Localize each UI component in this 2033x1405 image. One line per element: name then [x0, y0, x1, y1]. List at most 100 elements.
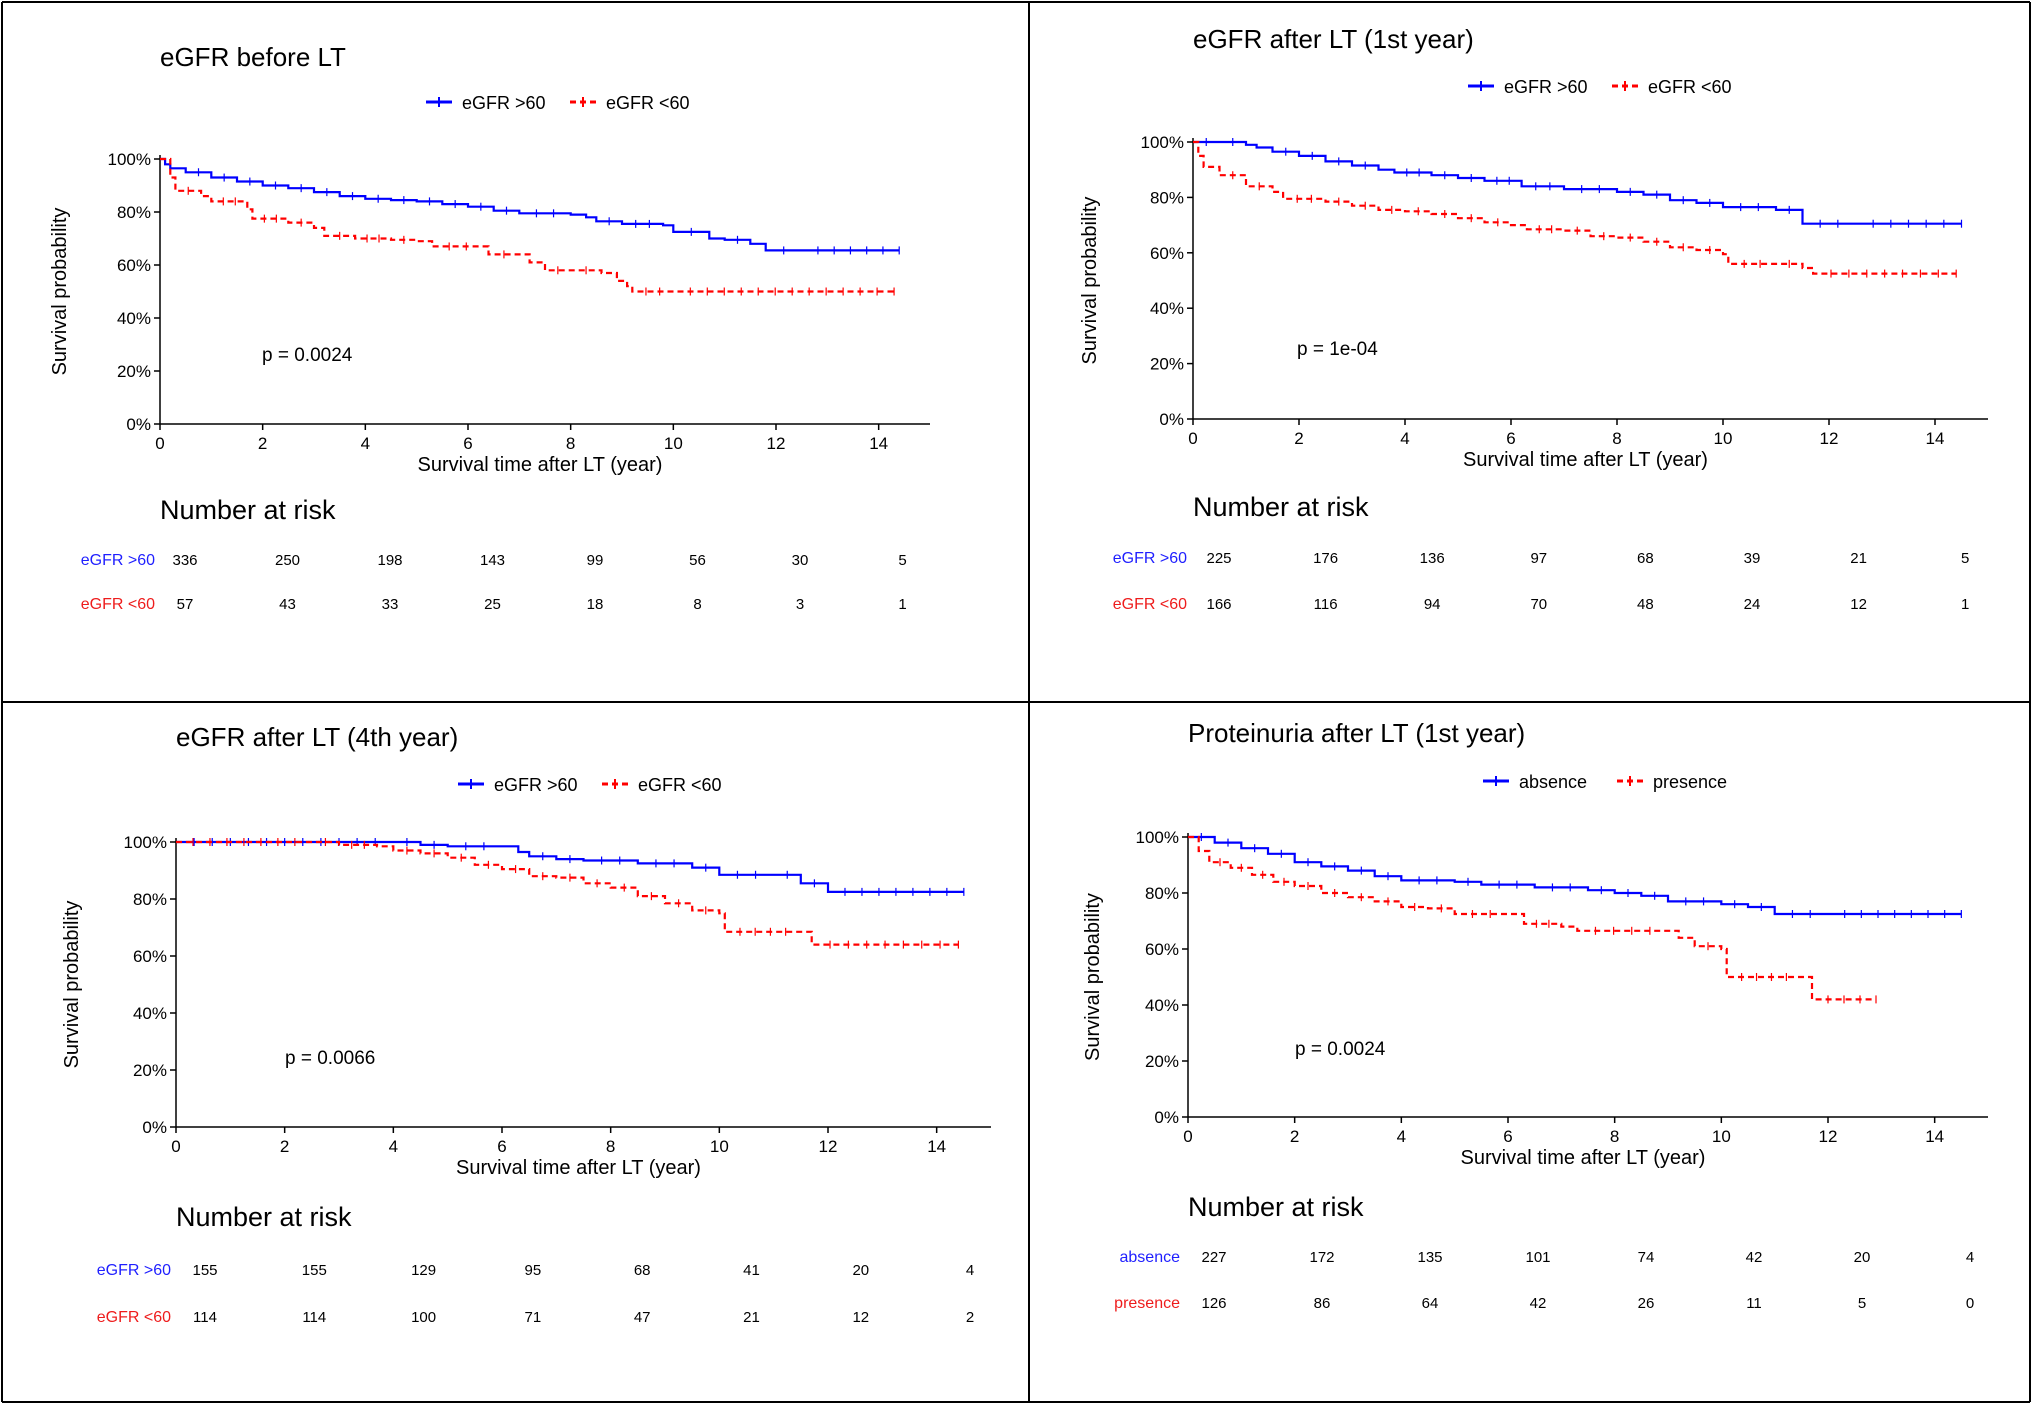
legend: absence presence [1483, 772, 1727, 792]
x-tick-label: 8 [606, 1137, 615, 1156]
risk-table: Number at risk eGFR >60 155 155 129 95 68 41 20 4… [97, 1202, 975, 1326]
risk-count: 8 [693, 596, 701, 613]
legend-label-1: absence [1519, 772, 1587, 792]
risk-count: 5 [898, 552, 906, 569]
risk-table-title: Number at risk [160, 495, 336, 525]
risk-row-label-1: absence [1120, 1249, 1181, 1266]
x-tick-label: 10 [710, 1137, 729, 1156]
risk-count: 86 [1314, 1295, 1331, 1312]
risk-count: 227 [1201, 1249, 1226, 1266]
x-tick-label: 6 [497, 1137, 506, 1156]
x-tick-label: 12 [819, 1137, 838, 1156]
x-tick-label: 0 [1188, 429, 1197, 448]
series-2 [1188, 835, 1877, 1004]
y-tick-label: 80% [133, 890, 167, 909]
survival-curve-1 [176, 840, 964, 893]
series-2 [160, 157, 895, 296]
axes: 0% 20% 40% 60% 80% 100% 0 2 4 6 8 10 12 14 [124, 833, 991, 1156]
y-tick-label: 100% [124, 833, 167, 852]
x-tick-label: 2 [280, 1137, 289, 1156]
risk-row-label-2: eGFR <60 [1113, 596, 1187, 613]
risk-count: 114 [302, 1309, 326, 1326]
y-axis-label: Survival probability [1082, 893, 1104, 1061]
risk-count: 95 [525, 1262, 542, 1279]
risk-count: 18 [587, 596, 604, 613]
risk-count: 336 [172, 552, 197, 569]
y-tick-label: 20% [133, 1061, 167, 1080]
risk-count: 166 [1206, 596, 1231, 613]
risk-count: 176 [1313, 550, 1338, 567]
risk-count: 155 [192, 1262, 217, 1279]
risk-count: 20 [1854, 1249, 1871, 1266]
risk-count: 68 [1637, 550, 1654, 567]
risk-count: 11 [1746, 1295, 1762, 1312]
risk-count: 97 [1530, 550, 1547, 567]
risk-row-label-2: presence [1114, 1295, 1180, 1312]
chart-title: eGFR after LT (1st year) [1193, 24, 1474, 54]
risk-count: 126 [1201, 1295, 1226, 1312]
risk-count: 21 [1850, 550, 1867, 567]
risk-count: 3 [796, 596, 804, 613]
p-value-label: p = 0.0024 [262, 345, 353, 366]
risk-count: 48 [1637, 596, 1654, 613]
x-axis-label: Survival time after LT (year) [418, 454, 663, 476]
p-value-label: p = 0.0024 [1295, 1039, 1386, 1060]
risk-count: 172 [1309, 1249, 1334, 1266]
risk-table: Number at risk absence 227 172 135 101 74 42 20 4… [1114, 1192, 1974, 1312]
x-tick-label: 10 [664, 434, 683, 453]
risk-count: 136 [1420, 550, 1445, 567]
risk-count: 116 [1314, 596, 1338, 613]
axes: 0% 20% 40% 60% 80% 100% 0 2 4 6 8 10 12 14 [1136, 828, 1988, 1146]
axes: 0% 20% 40% 60% 80% 100% 0 2 4 6 8 10 12 14 [1141, 133, 1988, 448]
survival-curve-1 [160, 157, 900, 252]
risk-count: 5 [1858, 1295, 1866, 1312]
axes: 0% 20% 40% 60% 80% 100% 0 2 4 6 8 10 12 14 [108, 150, 930, 453]
risk-count: 100 [411, 1309, 436, 1326]
risk-count: 114 [193, 1309, 217, 1326]
risk-count: 250 [275, 552, 300, 569]
x-tick-label: 4 [1400, 429, 1409, 448]
risk-row-label-1: eGFR >60 [1113, 550, 1187, 567]
survival-curve-2 [1188, 835, 1876, 1001]
km-panel-4: Proteinuria after LT (1st year) absence pr… [1082, 718, 1988, 1312]
x-tick-label: 8 [566, 434, 575, 453]
risk-count: 41 [743, 1262, 760, 1279]
y-tick-label: 20% [117, 362, 151, 381]
y-tick-label: 40% [117, 309, 151, 328]
y-tick-label: 60% [117, 256, 151, 275]
series-1 [176, 838, 965, 896]
risk-row-label-1: eGFR >60 [97, 1262, 171, 1279]
km-panel-1: eGFR before LT eGFR >60 eGFR <60 0% 20% 40% 60… [49, 42, 930, 613]
legend-label-2: eGFR <60 [606, 93, 690, 113]
y-axis-label: Survival probability [61, 901, 83, 1069]
y-tick-label: 60% [1145, 940, 1179, 959]
risk-count: 56 [689, 552, 706, 569]
risk-count: 42 [1530, 1295, 1547, 1312]
risk-count: 33 [382, 596, 399, 613]
survival-curve-1 [1193, 140, 1962, 225]
chart-title: eGFR before LT [160, 42, 346, 72]
y-tick-label: 0% [126, 415, 151, 434]
y-tick-label: 60% [133, 947, 167, 966]
risk-count: 64 [1422, 1295, 1439, 1312]
y-tick-label: 0% [1154, 1108, 1179, 1127]
risk-count: 99 [587, 552, 604, 569]
risk-row-label-1: eGFR >60 [81, 552, 155, 569]
x-tick-label: 2 [1294, 429, 1303, 448]
series-2 [1193, 140, 1957, 278]
y-tick-label: 40% [1145, 996, 1179, 1015]
y-tick-label: 100% [1136, 828, 1179, 847]
km-panel-2: eGFR after LT (1st year) eGFR >60 eGFR <60… [1079, 24, 1988, 613]
series-1 [1193, 138, 1963, 228]
y-tick-label: 100% [1141, 133, 1184, 152]
y-tick-label: 20% [1145, 1052, 1179, 1071]
risk-count: 71 [525, 1309, 542, 1326]
risk-count: 20 [852, 1262, 869, 1279]
chart-title: Proteinuria after LT (1st year) [1188, 718, 1525, 748]
x-tick-label: 4 [389, 1137, 398, 1156]
risk-row-label-2: eGFR <60 [97, 1309, 171, 1326]
risk-count: 135 [1417, 1249, 1442, 1266]
risk-count: 47 [634, 1309, 651, 1326]
